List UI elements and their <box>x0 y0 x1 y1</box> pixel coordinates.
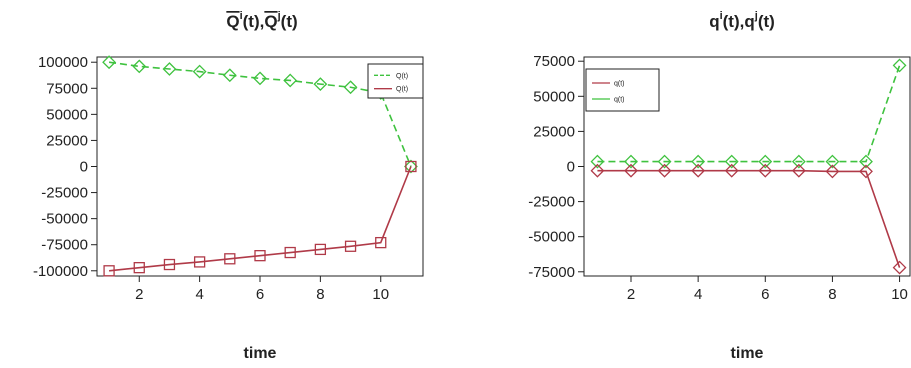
data-point-square <box>375 236 387 249</box>
chart-title-part: i <box>240 10 243 22</box>
data-point-diamond <box>758 163 773 178</box>
data-point-diamond <box>691 163 706 178</box>
x-axis-label: time <box>731 345 764 362</box>
data-point-diamond <box>132 59 147 74</box>
chart-title: Qi(t),Qj(t) <box>226 10 297 31</box>
series-line-green <box>108 61 412 167</box>
chart-title: qi(t),qj(t) <box>709 10 775 31</box>
y-tick-label: -50000 <box>528 229 575 246</box>
data-point-diamond <box>192 64 207 79</box>
chart-title-part: i <box>720 10 723 22</box>
chart-title-part: (t) <box>281 12 298 31</box>
data-point-diamond <box>590 154 605 169</box>
data-point-diamond <box>825 154 840 169</box>
data-point-square <box>254 250 266 262</box>
x-axis-label: time <box>244 345 277 362</box>
x-tick-label: 4 <box>195 286 203 303</box>
data-point-diamond <box>624 154 638 169</box>
y-tick-label: 0 <box>80 159 88 176</box>
chart-title-part: j <box>277 10 281 22</box>
data-point-square <box>133 262 145 274</box>
data-point-square <box>284 246 296 259</box>
data-point-diamond <box>859 154 873 169</box>
y-tick-label: 25000 <box>533 123 575 140</box>
legend-box <box>585 68 660 112</box>
data-point-diamond <box>724 163 739 178</box>
chart-title-part: q <box>709 12 719 31</box>
data-point-diamond <box>590 163 605 178</box>
series-line-red <box>597 169 901 268</box>
legend-box <box>367 63 424 99</box>
data-point-square <box>405 160 417 173</box>
y-tick-label: 100000 <box>38 54 88 71</box>
data-point-diamond <box>404 159 418 174</box>
data-point-square <box>163 258 176 271</box>
series-line-green <box>597 65 901 163</box>
data-point-diamond <box>624 163 638 178</box>
series-line-red <box>108 166 412 272</box>
x-tick-label: 6 <box>256 286 264 303</box>
x-tick-label: 8 <box>316 286 324 303</box>
data-point-diamond <box>657 163 672 178</box>
y-tick-label: 50000 <box>533 88 575 105</box>
data-point-square <box>344 240 357 252</box>
y-tick-label: 25000 <box>46 132 88 149</box>
data-point-diamond <box>892 260 907 275</box>
data-point-diamond <box>892 58 907 73</box>
y-tick-label: 50000 <box>46 106 88 123</box>
y-tick-label: 75000 <box>533 53 575 70</box>
chart-right: 75000 50000 25000 0 -25000 -50000 -75000 2 4 6 8 10… <box>528 10 911 362</box>
data-point-diamond <box>758 154 773 169</box>
data-point-diamond <box>657 154 672 169</box>
x-tick-label: 4 <box>694 286 702 303</box>
data-point-diamond <box>253 71 267 86</box>
x-tick-label: 8 <box>828 286 836 303</box>
x-tick-label: 2 <box>135 286 143 303</box>
legend-label: Q(t) <box>396 86 408 93</box>
y-tick-label: 75000 <box>46 80 88 97</box>
y-tick-label: -25000 <box>41 185 88 202</box>
data-point-diamond <box>791 163 806 178</box>
y-tick-label: 0 <box>567 159 575 176</box>
legend-label: q(t) <box>614 81 625 88</box>
chart-title-part: (t), <box>723 12 745 31</box>
legend-label: q(t) <box>614 97 625 104</box>
x-tick-label: 10 <box>891 286 908 303</box>
data-point-diamond <box>102 55 116 70</box>
data-point-diamond <box>283 73 298 88</box>
y-tick-label: -75000 <box>41 237 88 254</box>
chart-left: 100000 75000 50000 25000 0 -25000 -50000 -75000… <box>33 10 424 362</box>
chart-title-part: Q <box>226 12 239 31</box>
data-point-square <box>193 256 206 268</box>
data-point-diamond <box>222 68 237 83</box>
y-tick-label: -100000 <box>33 263 88 280</box>
chart-title-part: q <box>744 12 754 31</box>
data-point-square <box>103 265 115 277</box>
data-point-diamond <box>859 164 873 179</box>
chart-title-part: j <box>754 10 758 22</box>
data-point-diamond <box>691 154 706 169</box>
y-tick-label: -75000 <box>528 264 575 281</box>
x-tick-label: 10 <box>372 286 389 303</box>
data-point-diamond <box>313 77 328 92</box>
data-point-diamond <box>724 154 739 169</box>
chart-title-part: (t) <box>758 12 775 31</box>
x-tick-label: 6 <box>761 286 769 303</box>
data-point-diamond <box>791 154 806 169</box>
chart-title-part: (t), <box>243 12 265 31</box>
data-point-diamond <box>162 62 177 76</box>
data-point-square <box>224 253 236 265</box>
y-tick-label: -25000 <box>528 194 575 211</box>
chart-title-part: Q <box>264 12 277 31</box>
data-point-square <box>314 243 327 256</box>
legend-label: Q(t) <box>396 73 408 80</box>
y-tick-label: -50000 <box>41 211 88 228</box>
data-point-diamond <box>825 164 840 179</box>
data-point-diamond <box>343 80 358 95</box>
x-tick-label: 2 <box>627 286 635 303</box>
